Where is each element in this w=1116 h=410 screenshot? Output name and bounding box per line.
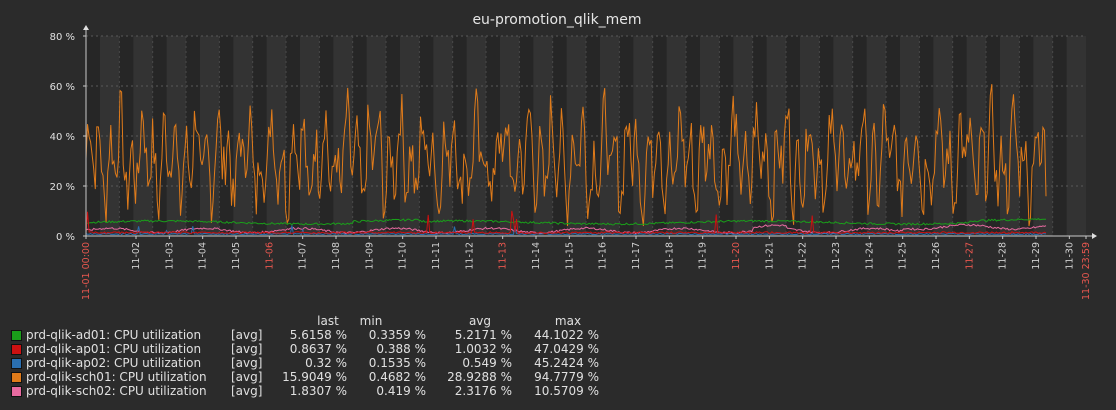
x-tick-label: 11-03 — [164, 242, 175, 270]
legend-value-min: 0.4682 % — [368, 370, 426, 384]
legend-swatch — [11, 344, 22, 355]
legend-value-min: 0.1535 % — [368, 356, 426, 370]
y-axis-ticks: 0 % 20 % 40 % 60 % 80 % — [50, 32, 86, 243]
x-tick-label: 11-07 — [298, 242, 309, 270]
night-band — [952, 36, 967, 236]
legend-value-min: 0.419 % — [376, 384, 426, 398]
x-tick-label: 11-23 — [831, 242, 842, 270]
night-band — [1052, 36, 1067, 236]
legend-value-last: 5.6158 % — [289, 328, 347, 342]
x-tick-label: 11-26 — [931, 242, 942, 270]
legend-header-avg: avg — [468, 314, 492, 328]
legend-series-name: prd-qlik-ap01: CPU utilization — [26, 342, 202, 356]
legend-function: [avg] — [231, 328, 263, 342]
x-tick-label: 11-18 — [664, 242, 675, 270]
x-tick-label: 11-02 — [131, 242, 142, 270]
legend-swatch — [11, 386, 22, 397]
legend-value-min: 0.388 % — [376, 342, 426, 356]
y-tick-label: 0 % — [56, 232, 75, 243]
legend-value-max: 44.1022 % — [534, 328, 599, 342]
x-tick-label: 11-24 — [864, 242, 875, 270]
x-tick-label: 11-09 — [364, 242, 375, 270]
legend-series-name: prd-qlik-sch01: CPU utilization — [26, 370, 207, 384]
legend-value-last: 1.8307 % — [289, 384, 347, 398]
series-line-prd-qlik-sch01 — [85, 84, 1047, 227]
legend-value-avg: 2.3176 % — [454, 384, 512, 398]
x-tick-label: 11-19 — [698, 242, 709, 270]
legend-value-avg: 28.9288 % — [447, 370, 512, 384]
legend-header-max: max — [554, 314, 582, 328]
legend-value-min: 0.3359 % — [368, 328, 426, 342]
series-lines — [85, 84, 1047, 236]
y-axis-arrow — [83, 25, 89, 30]
x-tick-label: 11-01 00:00 — [81, 242, 92, 300]
series-line-prd-qlik-ad01 — [85, 217, 1047, 226]
legend-value-last: 0.32 % — [305, 356, 347, 370]
legend-value-avg: 5.2171 % — [454, 328, 512, 342]
x-tick-label: 11-12 — [464, 242, 475, 270]
legend-series-name: prd-qlik-ad01: CPU utilization — [26, 328, 202, 342]
x-tick-label: 11-28 — [998, 242, 1009, 270]
x-tick-label: 11-08 — [331, 242, 342, 270]
legend-value-last: 0.8637 % — [289, 342, 347, 356]
x-tick-label: 11-30 23:59 — [1081, 242, 1092, 300]
x-tick-label: 11-21 — [764, 242, 775, 270]
night-band — [852, 36, 867, 236]
x-tick-label: 11-15 — [564, 242, 575, 270]
chart: eu-promotion_qlik_mem 0 % 20 % 40 % 60 % 80 … — [50, 12, 1097, 300]
x-tick-label: 11-20 — [731, 242, 742, 270]
x-tick-label: 11-06 — [264, 242, 275, 270]
legend-series-name: prd-qlik-sch02: CPU utilization — [26, 384, 207, 398]
legend-value-max: 10.5709 % — [534, 384, 599, 398]
x-tick-label: 11-25 — [898, 242, 909, 270]
axes — [83, 25, 1097, 239]
chart-title: eu-promotion_qlik_mem — [472, 12, 641, 28]
x-tick-label: 11-17 — [631, 242, 642, 270]
x-tick-label: 11-22 — [798, 242, 809, 270]
x-tick-label: 11-11 — [431, 242, 442, 270]
x-tick-label: 11-27 — [964, 242, 975, 270]
legend-value-max: 47.0429 % — [534, 342, 599, 356]
legend-function: [avg] — [231, 356, 263, 370]
y-tick-label: 20 % — [50, 182, 75, 193]
legend-header-min: min — [359, 314, 383, 328]
x-tick-label: 11-10 — [398, 242, 409, 270]
x-tick-label: 11-04 — [198, 242, 209, 270]
legend-header-last: last — [317, 314, 339, 328]
legend-function: [avg] — [231, 342, 263, 356]
y-tick-label: 40 % — [50, 132, 75, 143]
x-tick-label: 11-05 — [231, 242, 242, 270]
legend-value-avg: 0.549 % — [462, 356, 512, 370]
legend-value-avg: 1.0032 % — [454, 342, 512, 356]
x-tick-label: 11-29 — [1031, 242, 1042, 270]
series-line-prd-qlik-ap02 — [85, 225, 1047, 236]
x-axis-ticks: 11-01 00:00 11-02 11-03 11-04 11-05 11-06 11-0… — [81, 236, 1092, 300]
legend-function: [avg] — [231, 384, 263, 398]
legend-series-name: prd-qlik-ap02: CPU utilization — [26, 356, 202, 370]
legend-swatch — [11, 358, 22, 369]
night-band — [552, 36, 567, 236]
x-tick-label: 11-13 — [498, 242, 509, 270]
legend-function: [avg] — [231, 370, 263, 384]
legend-swatch — [11, 372, 22, 383]
y-tick-label: 60 % — [50, 82, 75, 93]
legend-value-max: 94.7779 % — [534, 370, 599, 384]
x-tick-label: 11-30 — [1064, 242, 1075, 270]
legend-value-last: 15.9049 % — [282, 370, 347, 384]
x-tick-label: 11-16 — [598, 242, 609, 270]
legend-value-max: 45.2424 % — [534, 356, 599, 370]
x-axis-arrow — [1092, 233, 1097, 239]
night-band — [252, 36, 267, 236]
series-line-prd-qlik-ap01 — [85, 210, 1047, 235]
legend-swatch — [11, 330, 22, 341]
x-tick-label: 11-14 — [531, 242, 542, 270]
y-tick-label: 80 % — [50, 32, 75, 43]
